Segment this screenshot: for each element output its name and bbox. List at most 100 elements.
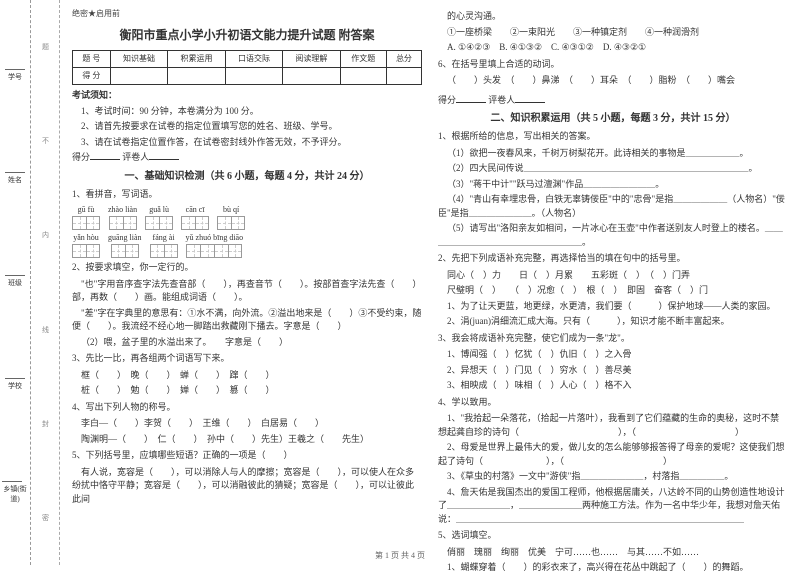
question-3: 3、先比一比，再各组两个词语写下来。 xyxy=(72,352,422,366)
q5-text: 有人说，宽容是（ ），可以消除人与人的摩擦；宽容是（ ），可以使人在众多纷扰中恪… xyxy=(72,466,422,507)
secret-label: 绝密★启用前 xyxy=(72,8,422,20)
q4-item: 李白—（ ）李贺（ ） 王维（ ） 白居易（ ） xyxy=(72,417,422,431)
section1-title: 一、基础知识检测（共 6 小题，每题 4 分，共计 24 分） xyxy=(72,169,422,184)
dotted-line xyxy=(30,0,31,565)
table-row: 得 分 xyxy=(73,68,422,85)
char-box xyxy=(186,244,200,258)
score-table: 题 号 知识基础 积累运用 口语交际 阅读理解 作文题 总分 得 分 xyxy=(72,50,422,85)
s2q1-item: （4）"青山有幸埋忠骨，白铁无辜铸佞臣"中的"忠骨"是指＿＿＿＿＿＿（人物名）"… xyxy=(438,193,788,220)
char-box xyxy=(86,244,100,258)
table-row: 题 号 知识基础 积累运用 口语交际 阅读理解 作文题 总分 xyxy=(73,51,422,68)
pinyin-text: cān cī xyxy=(186,204,205,216)
s2q4-item: 3、《草虫的村落》一文中"游侠"指＿＿＿＿＿＿＿，村落指＿＿＿＿＿。 xyxy=(438,470,788,484)
q3-item: 框（ ） 晚（ ） 蝉（ ） 蹿（ ） xyxy=(72,369,422,383)
s2q4-item: 4、詹天佑是我国杰出的爱国工程师，他根据居庸关，八达岭不同的山势创造性地设计了＿… xyxy=(438,486,788,527)
char-box xyxy=(72,216,86,230)
char-box xyxy=(159,216,173,230)
pinyin-text: fáng ài xyxy=(153,232,175,244)
q4-item: 陶渊明—（ ） 仁（ ） 孙中（ ）先生）王羲之（ 先生） xyxy=(72,433,422,447)
s2q5-item: 1、蝴蝶穿着（ ）的彩衣来了，高兴得在花丛中跳起了（ ）的舞蹈。 xyxy=(438,561,788,575)
char-box xyxy=(228,244,242,258)
score-grader-line-2: 得分 评卷人 xyxy=(438,94,788,108)
char-grid xyxy=(72,216,100,230)
char-grid xyxy=(145,216,173,230)
char-grid xyxy=(109,216,137,230)
char-grid xyxy=(181,216,209,230)
pinyin-cell: cān cī xyxy=(181,204,209,230)
pinyin-cell: gū fù xyxy=(72,204,100,230)
pinyin-cell: bù qí xyxy=(217,204,245,230)
char-box xyxy=(72,244,86,258)
content-area: 绝密★启用前 衡阳市重点小学小升初语文能力提升试题 附答案 题 号 知识基础 积… xyxy=(60,0,800,565)
s2q5-item: 俏丽 瑰丽 绚丽 优美 宁可……也…… 与其……不如…… xyxy=(438,546,788,560)
char-box xyxy=(86,216,100,230)
pinyin-text: gū fù xyxy=(78,204,95,216)
s2q1-item: （5）请写出"洛阳亲友如相问，一片冰心在玉壶"中作者送别友人时登上的楼名。＿＿＿… xyxy=(438,222,788,249)
q2-item: （2）喂，盆子里的水溢出来了。 字意是（ ） xyxy=(72,336,422,350)
s2q1-item: （2）四大民间传说＿＿＿＿＿＿＿＿＿＿＿＿＿＿＿＿＿＿＿＿＿＿＿＿＿。 xyxy=(438,162,788,176)
pinyin-row-1: gū fù zhào liàn guǎ lù cān cī bù qí xyxy=(72,204,422,230)
char-box xyxy=(217,216,231,230)
pinyin-cell: yǎn hòu xyxy=(72,232,100,258)
notice-item: 2、请首先按要求在试卷的指定位置填写您的姓名、班级、学号。 xyxy=(72,120,422,134)
exam-page: 学号 姓名 班级 学校 乡镇(街道) 题 不 内 线 封 密 绝密★启用前 衡阳… xyxy=(0,0,800,565)
pinyin-text: yǔ zhuó bīng diāo xyxy=(186,232,244,244)
left-column: 绝密★启用前 衡阳市重点小学小升初语文能力提升试题 附答案 题 号 知识基础 积… xyxy=(72,8,422,557)
question-6: 6、在括号里填上合适的动词。 xyxy=(438,58,788,72)
q3-item: 桩（ ） 勉（ ） 婵（ ） 篡（ ） xyxy=(72,384,422,398)
s2q2-item: 2、涓(juan)涓细流汇成大海。只有（ ），知识才能不断丰富起来。 xyxy=(438,315,788,329)
seal-line-labels: 题 不 内 线 封 密 xyxy=(42,0,49,565)
question-4: 4、写出下列人物的称号。 xyxy=(72,401,422,415)
notice-item: 1、考试时间：90 分钟，本卷满分为 100 分。 xyxy=(72,105,422,119)
right-column: 的心灵沟通。 ①一座桥梁 ②一束阳光 ③一种镇定剂 ④一种润滑剂 A. ①④②③… xyxy=(438,8,788,557)
char-box xyxy=(195,216,209,230)
char-grid xyxy=(150,244,178,258)
pinyin-cell: fáng ài xyxy=(150,232,178,258)
margin-field-town: 乡镇(街道) xyxy=(2,474,28,504)
pinyin-text: bù qí xyxy=(223,204,239,216)
char-box xyxy=(145,216,159,230)
margin-field-school: 学校 xyxy=(5,371,25,391)
q2-item: "也"字用音序查字法先查音部（ ），再查音节（ ）。按部首查字法先查（ ）部，再… xyxy=(72,278,422,305)
q2-item: "差"字在字典里的意思有：①水不满，向外流。②溢出地来是（ ）③不受约束，随便（… xyxy=(72,307,422,334)
char-box xyxy=(164,244,178,258)
char-box xyxy=(231,216,245,230)
s2q3-item: 3、相映成（ ）味相（ ）人心（ ）格不入 xyxy=(438,379,788,393)
pinyin-text: guāng liàn xyxy=(108,232,142,244)
s2-question-1: 1、根据所给的信息，写出相关的答案。 xyxy=(438,130,788,144)
pinyin-text: yǎn hòu xyxy=(73,232,99,244)
s2q2-item: 1、为了让天更蓝，地更绿，水更清，我们要（ ）保护地球——人类的家园。 xyxy=(438,300,788,314)
col2-continue: 的心灵沟通。 xyxy=(438,10,788,24)
s2-question-4: 4、学以致用。 xyxy=(438,396,788,410)
exam-title: 衡阳市重点小学小升初语文能力提升试题 附答案 xyxy=(72,26,422,44)
char-grid xyxy=(111,244,139,258)
question-1: 1、看拼音，写词语。 xyxy=(72,188,422,202)
char-box xyxy=(214,244,228,258)
pinyin-cell: yǔ zhuó bīng diāo xyxy=(186,232,244,258)
char-grid xyxy=(72,244,100,258)
s2q3-item: 1、博闻强（ ）忆犹（ ）仇旧（ ）之入骨 xyxy=(438,348,788,362)
pinyin-cell: guǎ lù xyxy=(145,204,173,230)
margin-fields: 学号 姓名 班级 学校 乡镇(街道) xyxy=(2,20,28,545)
char-grid xyxy=(217,216,245,230)
margin-field-class: 班级 xyxy=(5,268,25,288)
s2-question-3: 3、我会将成语补充完整，使它们成为一条"龙"。 xyxy=(438,332,788,346)
s2-question-5: 5、选词填空。 xyxy=(438,529,788,543)
char-box xyxy=(181,216,195,230)
score-grader-line: 得分 评卷人 xyxy=(72,151,422,165)
char-grid xyxy=(186,244,242,258)
s2q1-item: （3）"蒋干中计""跃马过澶渊"作品＿＿＿＿＿＿＿＿。 xyxy=(438,178,788,192)
margin-field-name: 姓名 xyxy=(5,165,25,185)
notice-item: 3、请在试卷指定位置作答，在试卷密封线外作答无效，不予评分。 xyxy=(72,136,422,150)
s2q1-item: （1）欲把一夜春风来，千树万树梨花开。此诗相关的事物是＿＿＿＿＿＿。 xyxy=(438,147,788,161)
s2q3-item: 2、异想天（ ）门见（ ）穷水（ ）善尽美 xyxy=(438,364,788,378)
page-footer: 第 1 页 共 4 页 xyxy=(375,550,425,561)
pinyin-cell: guāng liàn xyxy=(108,232,142,258)
char-box xyxy=(200,244,214,258)
char-box xyxy=(150,244,164,258)
binding-margin: 学号 姓名 班级 学校 乡镇(街道) 题 不 内 线 封 密 xyxy=(0,0,60,565)
pinyin-cell: zhào liàn xyxy=(108,204,137,230)
question-2: 2、按要求填空，你一定行的。 xyxy=(72,261,422,275)
s2q4-item: 1、"我拾起一朵落花，（拾起一片落叶），我看到了它们蕴藏的生命的奥秘，这时不禁想… xyxy=(438,412,788,439)
pinyin-text: guǎ lù xyxy=(149,204,169,216)
